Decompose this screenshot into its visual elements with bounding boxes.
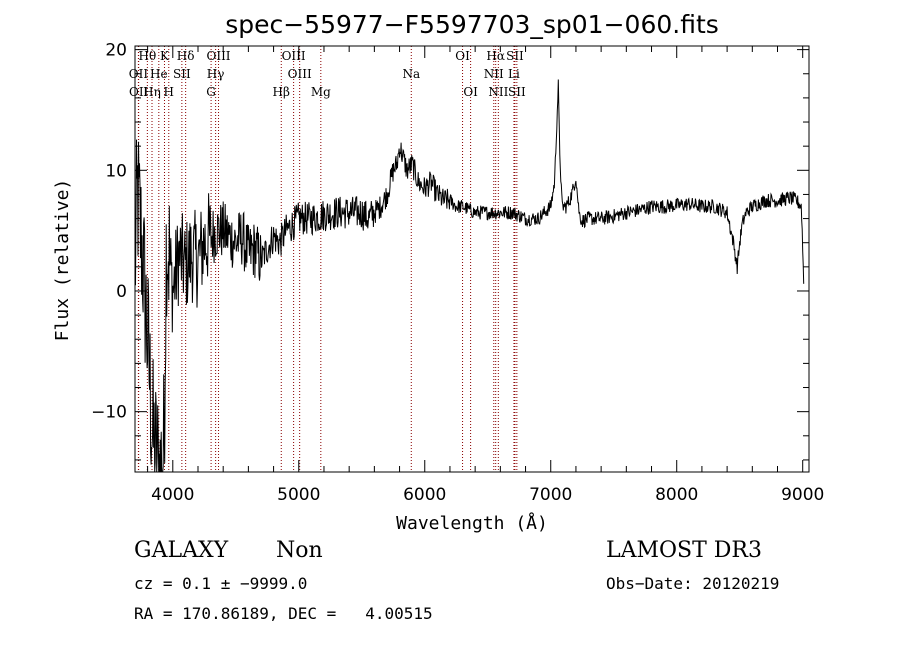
marker-label: NII	[484, 67, 504, 81]
marker-label: Na	[402, 67, 420, 81]
redshift-readout: cz = 0.1 ± −9999.0	[134, 574, 308, 593]
chart-title: spec−55977−F5597703_sp01−060.fits	[225, 10, 719, 39]
marker-label: He	[150, 67, 168, 81]
marker-label: OIII	[206, 49, 230, 63]
x-tick-label: 9000	[781, 485, 824, 505]
marker-label: OI	[455, 49, 470, 63]
y-axis-label: Flux (relative)	[52, 179, 73, 342]
spectrum-line	[134, 79, 805, 473]
marker-label: SII	[508, 85, 526, 99]
object-class: GALAXY	[134, 538, 229, 563]
marker-label: Li	[508, 67, 520, 81]
y-tick-label: 0	[116, 282, 127, 302]
x-tick-label: 6000	[403, 485, 446, 505]
x-tick-label: 4000	[151, 485, 194, 505]
x-axis-ticks: 4000 5000 6000 7000 8000 9000	[147, 46, 824, 505]
marker-label: OIII	[282, 49, 306, 63]
marker-label: OII	[129, 85, 149, 99]
y-tick-label: 10	[105, 161, 127, 181]
marker-label: Hθ	[138, 49, 156, 63]
y-tick-label: 20	[105, 41, 127, 61]
y-tick-label: −10	[91, 403, 127, 423]
object-subclass: Non	[276, 538, 323, 563]
coordinates-readout: RA = 170.86189, DEC = 4.00515	[134, 604, 433, 623]
x-tick-label: 8000	[655, 485, 698, 505]
marker-label: Hα	[486, 49, 505, 63]
x-tick-label: 7000	[529, 485, 572, 505]
marker-label: OIII	[288, 67, 312, 81]
marker-label: SII	[506, 49, 524, 63]
marker-label: Hβ	[273, 85, 290, 99]
marker-label: SII	[173, 67, 191, 81]
y-axis-ticks: −10 0 10 20	[91, 41, 809, 461]
obs-date: Obs−Date: 20120219	[606, 574, 780, 593]
plot-frame	[134, 45, 810, 473]
marker-label: NII	[488, 85, 508, 99]
marker-label: H	[164, 85, 174, 99]
x-axis-label: Wavelength (Å)	[396, 512, 548, 534]
marker-label: Hδ	[177, 49, 195, 63]
marker-label: Hη	[143, 85, 161, 99]
marker-label: K	[160, 49, 170, 63]
marker-label: G	[206, 85, 216, 99]
marker-label: Hγ	[207, 67, 225, 81]
line-markers	[137, 46, 518, 472]
survey-name: LAMOST DR3	[606, 538, 762, 563]
marker-label: Mg	[311, 85, 331, 99]
x-tick-label: 5000	[277, 485, 320, 505]
marker-label: OI	[463, 85, 478, 99]
